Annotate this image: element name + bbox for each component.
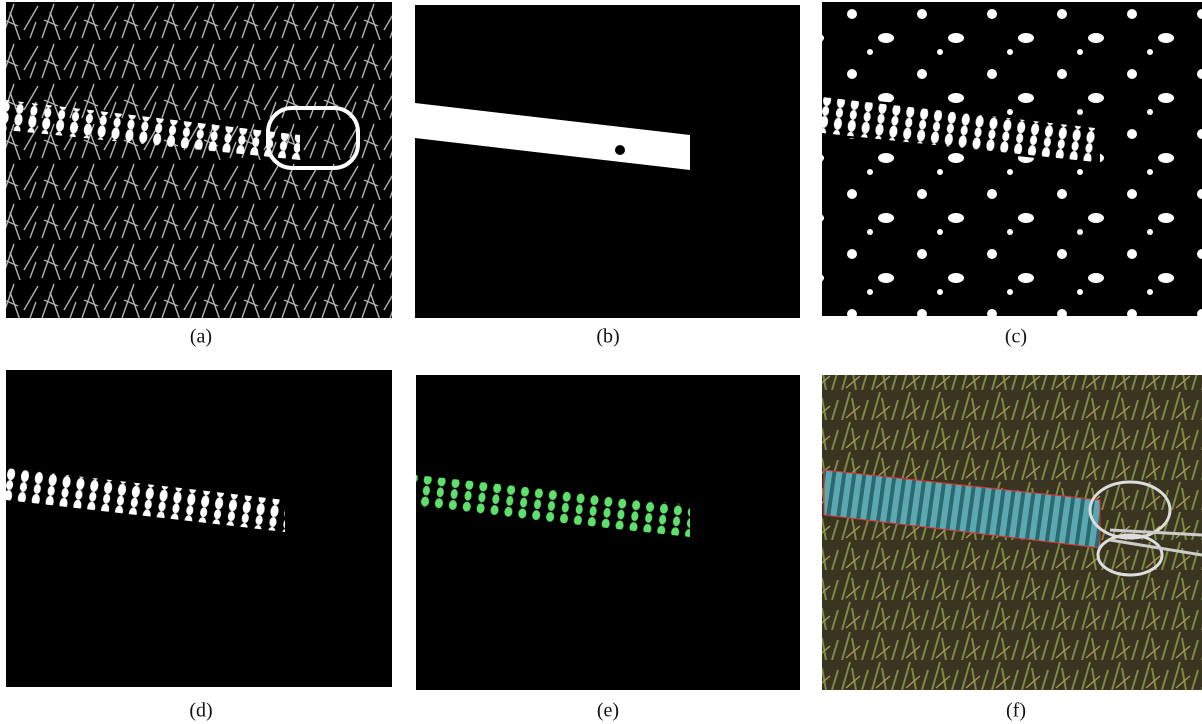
panel-e: (e) (416, 375, 800, 722)
panel-a: (a) (6, 2, 392, 348)
caption: (e) (597, 700, 619, 722)
panel-c: (c) (822, 2, 1202, 348)
panel-f: (f) (822, 375, 1202, 722)
caption: (b) (596, 326, 619, 348)
caption: (f) (1006, 700, 1026, 722)
figure: (a) (b) (c) (d) (e) (f) (0, 0, 1202, 724)
caption: (a) (190, 326, 212, 348)
caption: (d) (189, 700, 212, 722)
panel-d: (d) (6, 370, 392, 722)
panel-b: (b) (415, 5, 800, 348)
caption: (c) (1005, 326, 1027, 348)
